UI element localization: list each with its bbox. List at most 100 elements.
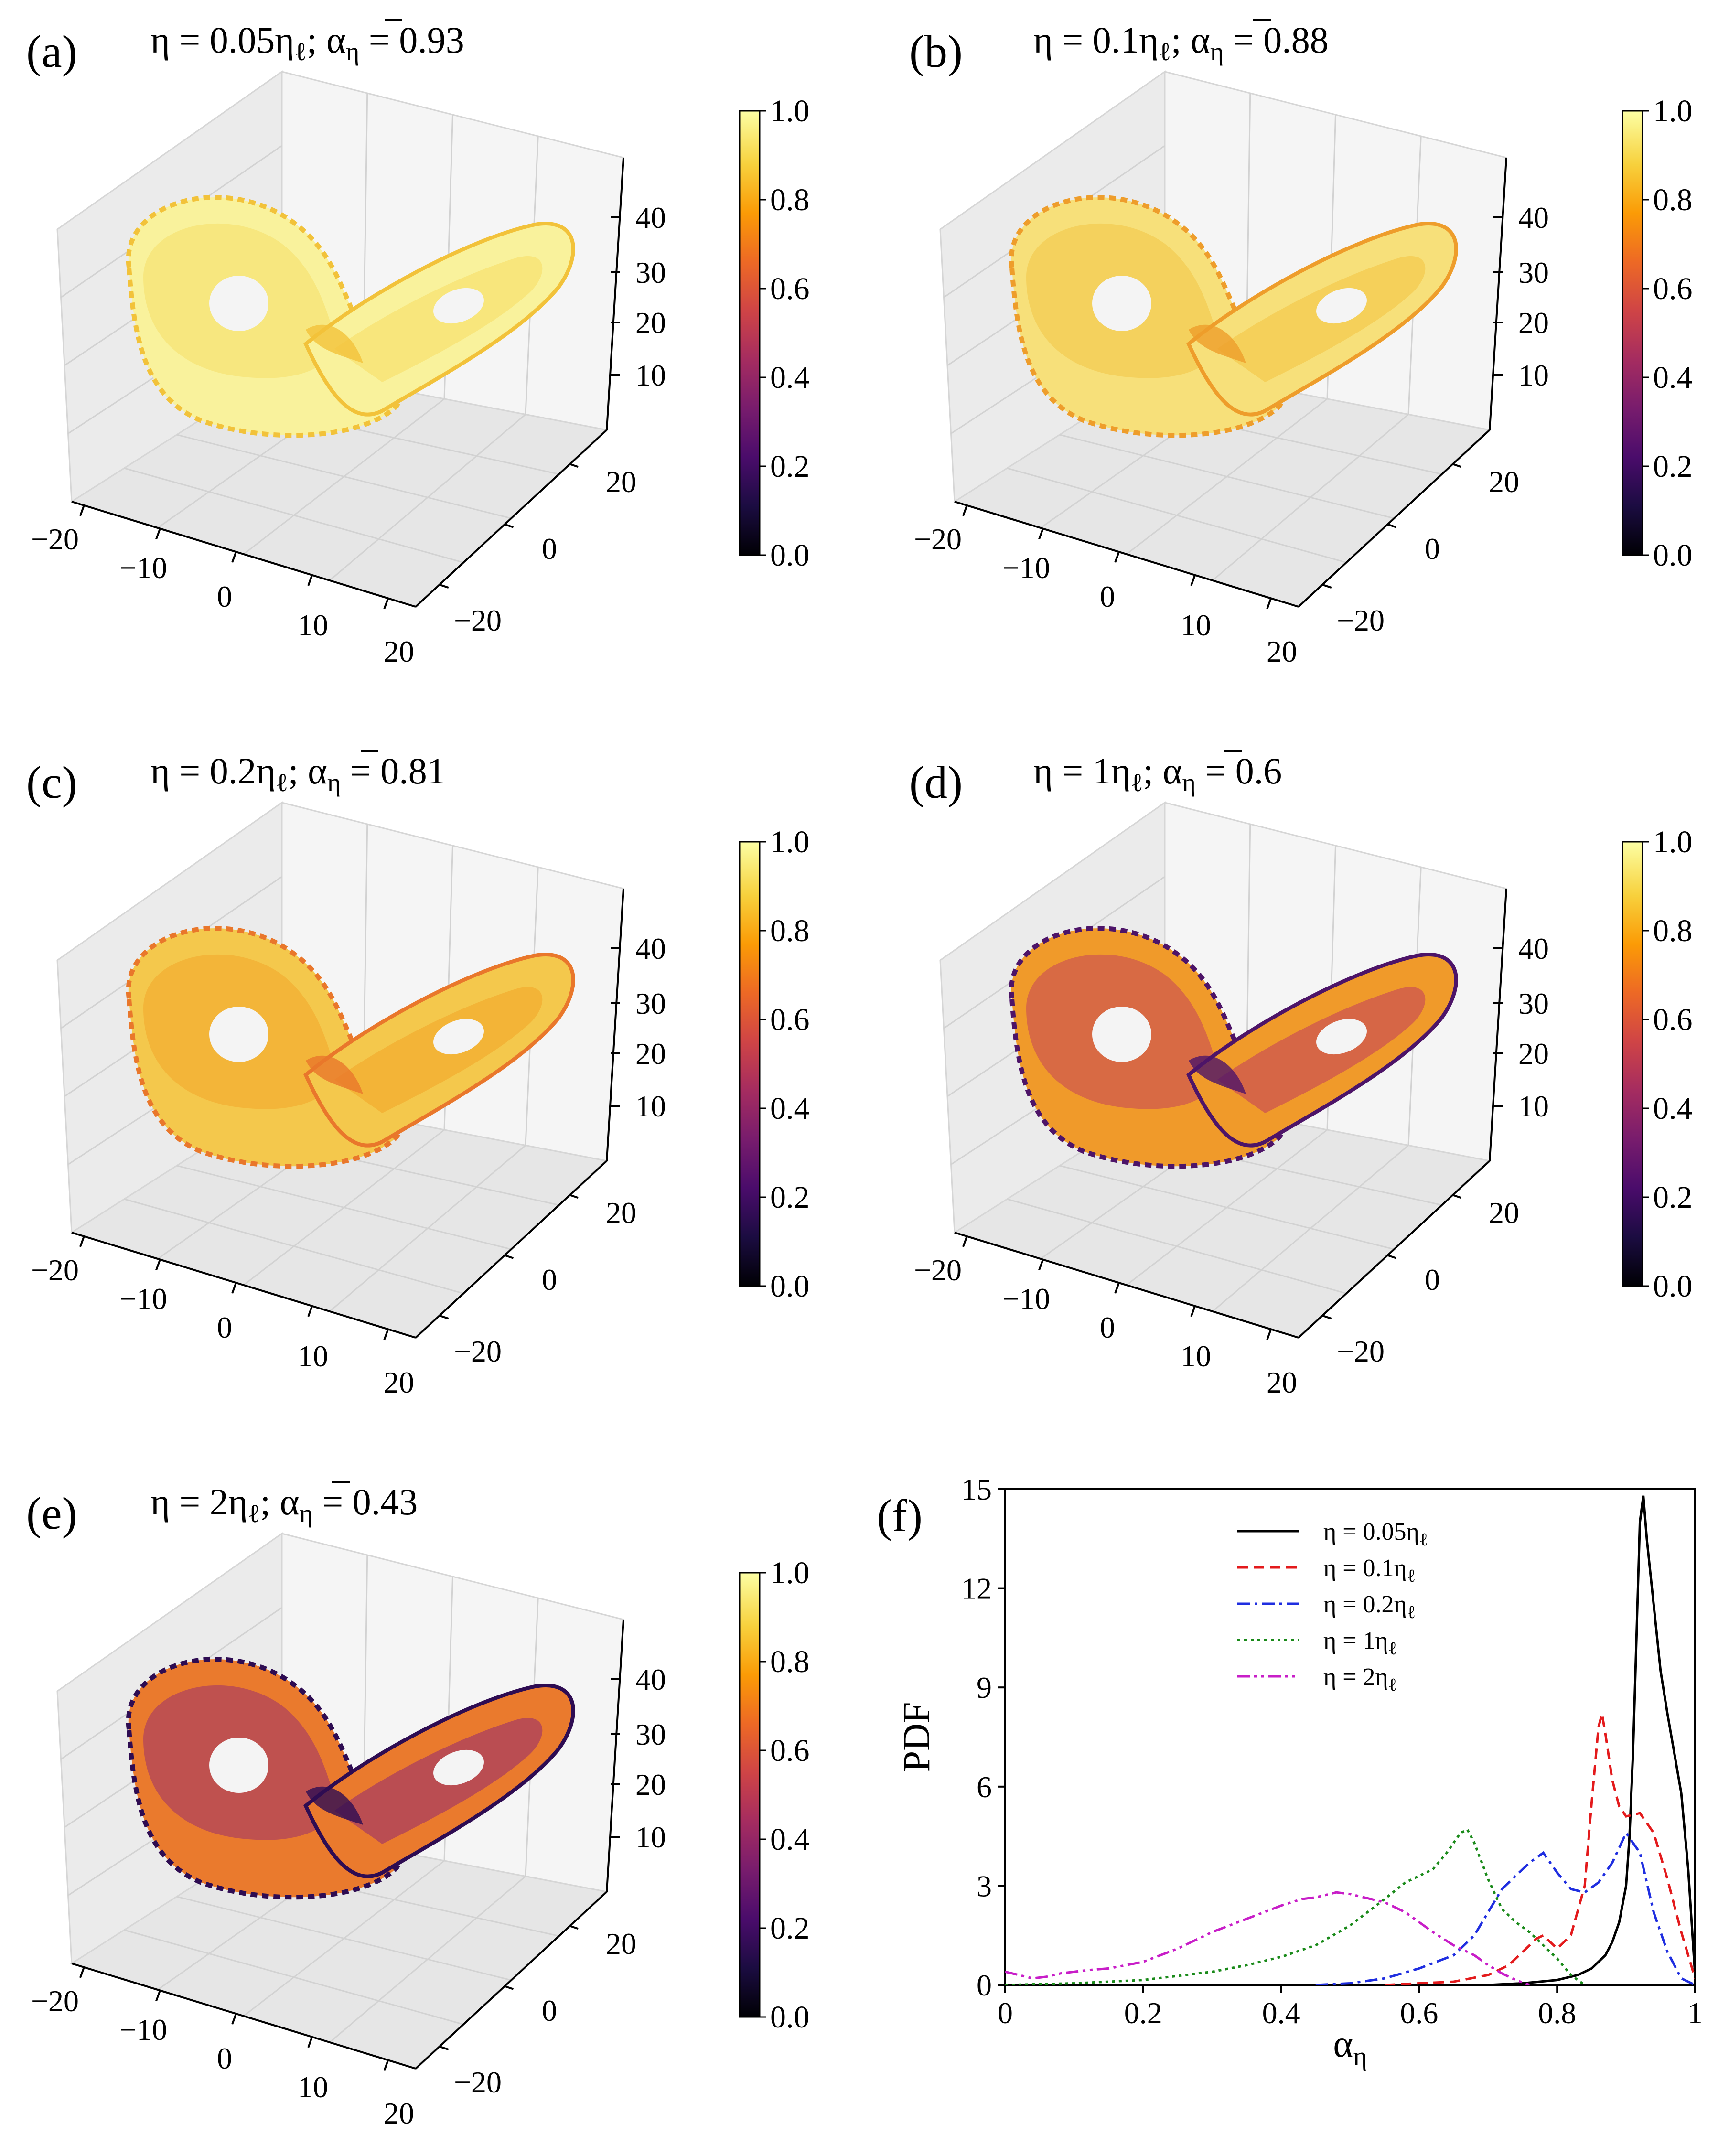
colorbar-tick-label: 0.8 — [1653, 182, 1693, 217]
x-tick-mark — [1190, 1306, 1196, 1317]
x-tick-label: 20 — [1267, 1365, 1297, 1399]
x-tick-mark — [231, 1282, 237, 1294]
legend-entry: η = 1ηℓ — [1323, 1627, 1397, 1659]
x-tick-label: 0 — [217, 1310, 232, 1344]
attractor-center — [306, 1055, 363, 1094]
colorbar-tick-label: 1.0 — [1653, 94, 1693, 129]
x-tick-label: −20 — [914, 1253, 962, 1287]
panel-e: (e) η = 2ηℓ; αη = 0.43 10 20 30 40 −20 −10 0 10 20… — [26, 1481, 810, 2130]
y-tick-label: 0 — [542, 1263, 557, 1297]
y-tick-mark — [504, 523, 514, 528]
colorbar: 0.0 0.2 0.4 0.6 0.8 1.0 — [739, 94, 810, 573]
colorbar: 0.0 0.2 0.4 0.6 0.8 1.0 — [739, 825, 810, 1304]
x-tick-label: 0.6 — [1400, 1996, 1438, 2030]
x-tick-label: 1 — [1687, 1996, 1703, 2030]
y-tick-mark — [1322, 1315, 1332, 1319]
z-tick-label: 10 — [635, 358, 666, 392]
panel-d: (d) η = 1ηℓ; αη = 0.6 10 20 30 40 −20 −10 0 10 20 −… — [909, 750, 1693, 1399]
y-tick-mark — [569, 1194, 579, 1199]
colorbar-tick-label: 0.4 — [1653, 360, 1693, 395]
x-tick-label: −10 — [119, 2013, 167, 2047]
colorbar-tick-label: 0.2 — [770, 449, 810, 484]
attractor-right-hole — [1316, 1019, 1367, 1055]
y-tick-label: 0 — [542, 532, 557, 566]
y-axis-line — [415, 1160, 608, 1339]
z-tick-label: 40 — [1518, 932, 1549, 965]
x-tick-mark — [1038, 1259, 1044, 1271]
y-tick-label: 3 — [977, 1869, 992, 1903]
colorbar-tick-label: 1.0 — [1653, 825, 1693, 859]
x-axis-line — [954, 1232, 1299, 1339]
legend-entry: η = 0.05ηℓ — [1323, 1518, 1428, 1550]
y-tick-label: 12 — [961, 1572, 992, 1606]
x-tick-label: 10 — [1181, 608, 1211, 642]
colorbar-gradient — [1622, 110, 1643, 556]
x-tick-label: −20 — [31, 522, 79, 556]
colorbar-tick-label: 0.2 — [770, 1180, 810, 1215]
panels-3d: (a) η = 0.05ηℓ; αη = 0.9310203040−20−1001… — [26, 19, 1693, 2130]
x-axis-label: αη — [1333, 2023, 1367, 2071]
y-tick-mark — [504, 1985, 514, 1990]
legend-entry: η = 2ηℓ — [1323, 1663, 1397, 1695]
attractor-right-hole — [433, 288, 484, 324]
z-tick-label: 10 — [1518, 1089, 1549, 1123]
z-tick-label: 40 — [635, 932, 666, 965]
y-tick-label: −20 — [1337, 603, 1385, 637]
colorbar: 0.0 0.2 0.4 0.6 0.8 1.0 — [1622, 825, 1693, 1304]
z-tick-label: 40 — [635, 201, 666, 235]
x-tick-mark — [307, 1306, 313, 1317]
colorbar-gradient — [739, 841, 761, 1287]
z-tick-label: 10 — [635, 1820, 666, 1854]
x-tick-mark — [307, 575, 313, 586]
z-tick-label: 30 — [1518, 987, 1549, 1020]
x-tick-label: 10 — [298, 2070, 328, 2104]
x-tick-label: 0 — [998, 1996, 1013, 2030]
legend-entry: η = 0.2ηℓ — [1323, 1591, 1416, 1622]
x-tick-label: 10 — [1181, 1339, 1211, 1373]
lorenz-attractor — [1009, 195, 1458, 438]
y-tick-mark — [504, 1254, 514, 1259]
z-axis-line — [1489, 888, 1507, 1161]
attractor-center — [1189, 1055, 1246, 1094]
x-tick-mark — [1266, 598, 1272, 610]
lorenz-attractor — [126, 1657, 575, 1900]
panel-f: (f) 0 3 6 9 12 15 0 0.2 0.4 0.6 0.8 1 PDF αη η = 0.05ηℓ… — [877, 1472, 1703, 2071]
x-tick-label: 10 — [298, 1339, 328, 1373]
z-axis-line — [606, 888, 624, 1161]
colorbar: 0.0 0.2 0.4 0.6 0.8 1.0 — [1622, 94, 1693, 573]
x-tick-mark — [79, 1236, 85, 1247]
x-axis-line — [71, 501, 416, 608]
y-axis-line — [415, 1891, 608, 2070]
lorenz-attractor — [126, 926, 575, 1169]
colorbar-tick-label: 0.6 — [1653, 271, 1693, 306]
y-tick-label: 0 — [1425, 532, 1440, 566]
x-axis-line — [954, 501, 1299, 608]
panel-title: η = 2ηℓ; αη = 0.43 — [150, 1481, 418, 1528]
colorbar-tick-label: 1.0 — [770, 1555, 810, 1590]
attractor-center — [306, 324, 363, 363]
z-axis-line — [606, 157, 624, 430]
attractor-left-hole — [209, 276, 268, 331]
x-tick-label: 0 — [1100, 579, 1115, 613]
y-tick-label: 20 — [606, 1927, 636, 1961]
x-tick-mark — [155, 1259, 161, 1271]
panel-b: (b) η = 0.1ηℓ; αη = 0.88 10 20 30 40 −20 −10 0 10… — [909, 19, 1693, 668]
y-tick-mark — [1452, 463, 1461, 468]
y-tick-label: −20 — [454, 1334, 502, 1368]
legend-entry: η = 0.1ηℓ — [1323, 1555, 1416, 1586]
x-tick-mark — [1114, 551, 1120, 563]
panel-a: (a) η = 0.05ηℓ; αη = 0.93 10 20 30 40 −20 −10 0 1… — [26, 19, 810, 668]
series-line-3 — [1315, 1830, 1695, 1985]
panel-label: (e) — [26, 1488, 77, 1539]
x-tick-label: 0 — [217, 2041, 232, 2075]
x-tick-label: 0.8 — [1538, 1996, 1576, 2030]
colorbar-tick-label: 0.0 — [770, 1269, 810, 1304]
y-tick-mark — [1387, 1254, 1397, 1259]
z-tick-label: 40 — [1518, 201, 1549, 235]
attractor-left-hole — [1092, 1007, 1151, 1062]
z-tick-label: 20 — [635, 1037, 666, 1071]
x-tick-label: 10 — [298, 608, 328, 642]
colorbar-tick-label: 0.6 — [1653, 1002, 1693, 1037]
y-tick-label: 0 — [977, 1968, 992, 2002]
